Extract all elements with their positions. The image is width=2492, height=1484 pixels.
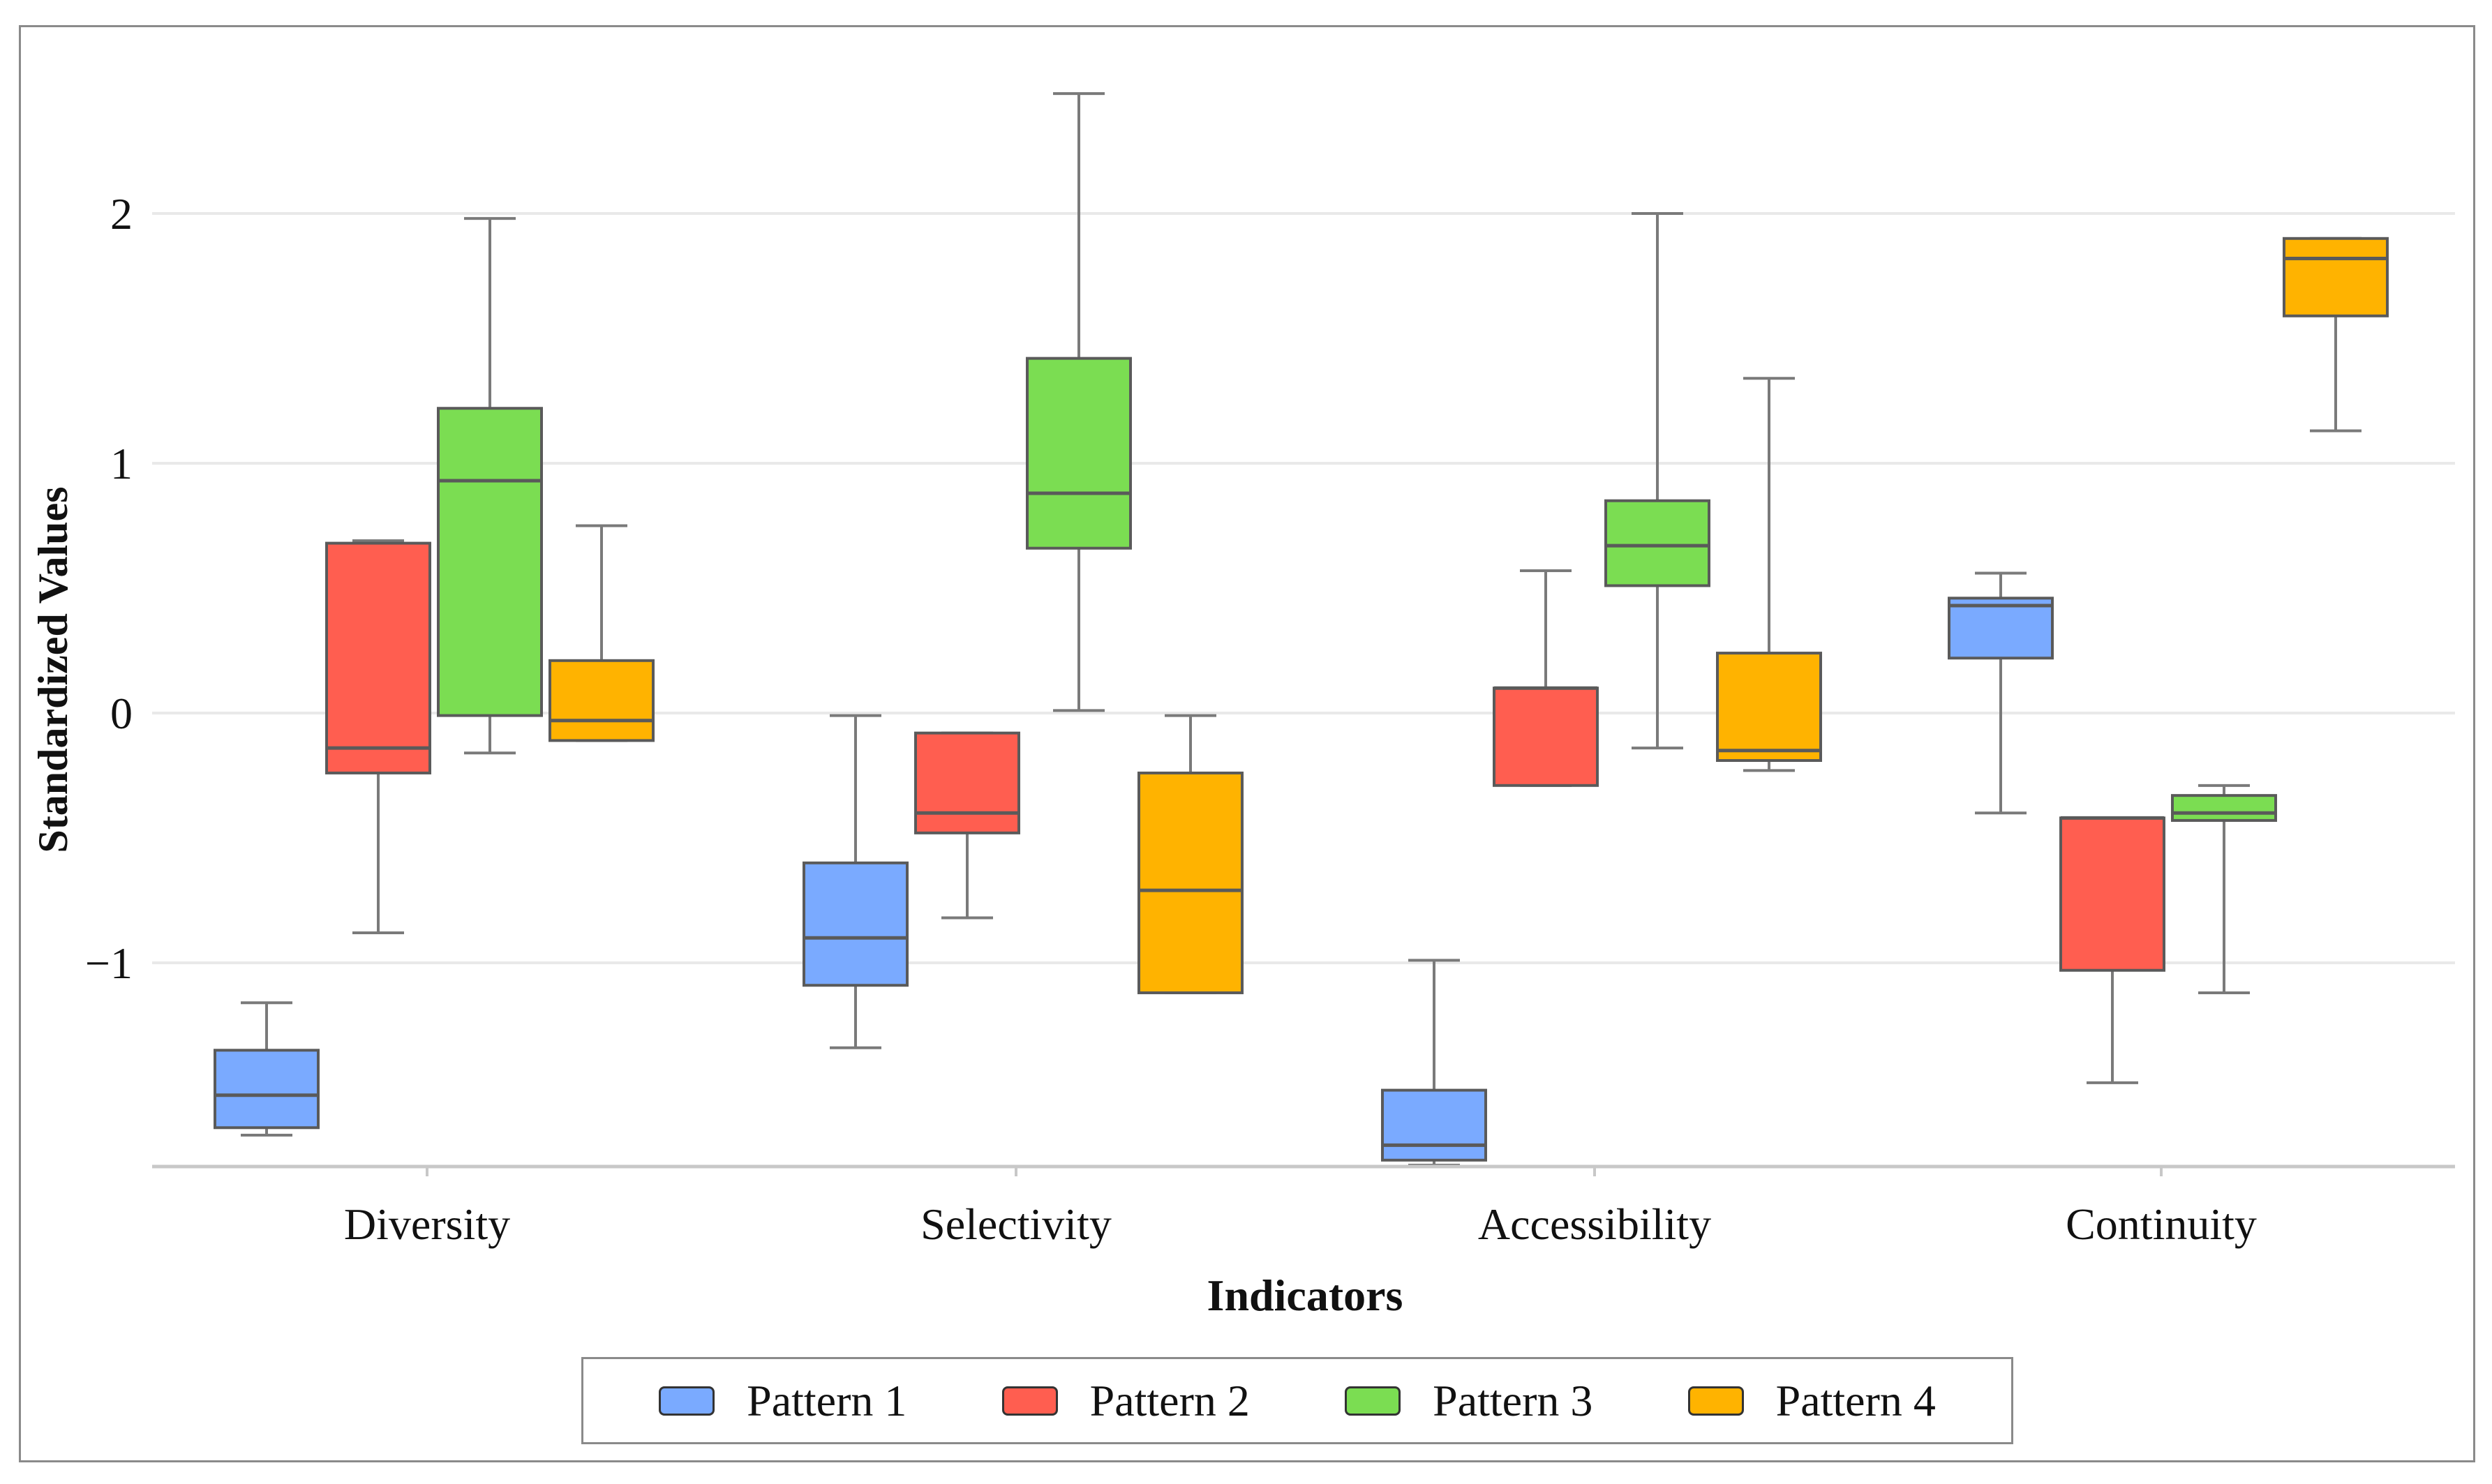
box-iqr [549, 659, 655, 742]
box-pattern-2[interactable] [1493, 569, 1599, 787]
box-pattern-3[interactable] [437, 217, 543, 755]
box-pattern-3[interactable] [1604, 212, 1710, 750]
box-pattern-3[interactable] [2171, 784, 2277, 994]
legend-item-pattern-1[interactable]: Pattern 1 [659, 1375, 906, 1427]
box-iqr [1493, 687, 1599, 787]
legend-item-pattern-2[interactable]: Pattern 2 [1001, 1375, 1250, 1427]
box-pattern-1[interactable] [803, 714, 909, 1049]
box-iqr [914, 731, 1020, 834]
legend-label: Pattern 2 [1089, 1375, 1250, 1425]
box-pattern-4[interactable] [1137, 714, 1244, 994]
x-axis-label: Indicators [1207, 1271, 1403, 1320]
x-tick-labels: Diversity Selectivity Accessibility Continu… [344, 1167, 2257, 1249]
legend-item-pattern-3[interactable]: Pattern 3 [1345, 1375, 1592, 1427]
box-iqr [1026, 357, 1132, 550]
legend: Pattern 1 Pattern 2 Pattern 3 Pattern 4 [581, 1357, 2013, 1444]
box-pattern-1[interactable] [1381, 959, 1487, 1167]
box-pattern-4[interactable] [549, 524, 655, 742]
y-tick-label: −1 [85, 938, 133, 988]
x-tick-label: Selectivity [920, 1199, 1112, 1249]
box-pattern-1[interactable] [1948, 571, 2054, 815]
box-iqr [1381, 1088, 1487, 1162]
legend-swatch [1687, 1386, 1744, 1416]
box-pattern-4[interactable] [1716, 377, 1822, 772]
box-iqr [2283, 237, 2389, 317]
box-iqr [1137, 771, 1244, 994]
y-tick-labels: 2 1 0 −1 [85, 189, 133, 988]
box-pattern-2[interactable] [2059, 816, 2165, 1084]
y-tick-label: 1 [110, 439, 133, 488]
x-tick-label: Diversity [344, 1199, 510, 1249]
box-iqr [1716, 652, 1822, 763]
box-iqr [2059, 816, 2165, 972]
box-pattern-2[interactable] [325, 539, 431, 935]
y-axis-label: Standardized Values [30, 486, 76, 853]
box-iqr [1948, 597, 2054, 660]
x-tick-label: Accessibility [1478, 1199, 1711, 1249]
x-tick-label: Continuity [2066, 1199, 2257, 1249]
box-iqr [1604, 499, 1710, 587]
legend-label: Pattern 1 [747, 1375, 907, 1425]
legend-item-pattern-4[interactable]: Pattern 4 [1687, 1375, 1936, 1427]
box-iqr [437, 407, 543, 717]
box-pattern-3[interactable] [1026, 92, 1132, 712]
legend-swatch [1001, 1386, 1058, 1416]
y-tick-label: 0 [110, 689, 133, 738]
box-iqr [325, 541, 431, 774]
box-iqr [803, 861, 909, 987]
box-pattern-4[interactable] [2283, 237, 2389, 433]
box-pattern-2[interactable] [914, 731, 1020, 920]
legend-swatch [659, 1386, 715, 1416]
box-pattern-1[interactable] [214, 1001, 320, 1137]
y-tick-label: 2 [110, 189, 133, 239]
legend-swatch [1345, 1386, 1401, 1416]
box-iqr [214, 1049, 320, 1130]
legend-label: Pattern 4 [1775, 1375, 1936, 1425]
legend-label: Pattern 3 [1433, 1375, 1593, 1425]
box-iqr [2171, 794, 2277, 822]
box-series [214, 92, 2389, 1167]
